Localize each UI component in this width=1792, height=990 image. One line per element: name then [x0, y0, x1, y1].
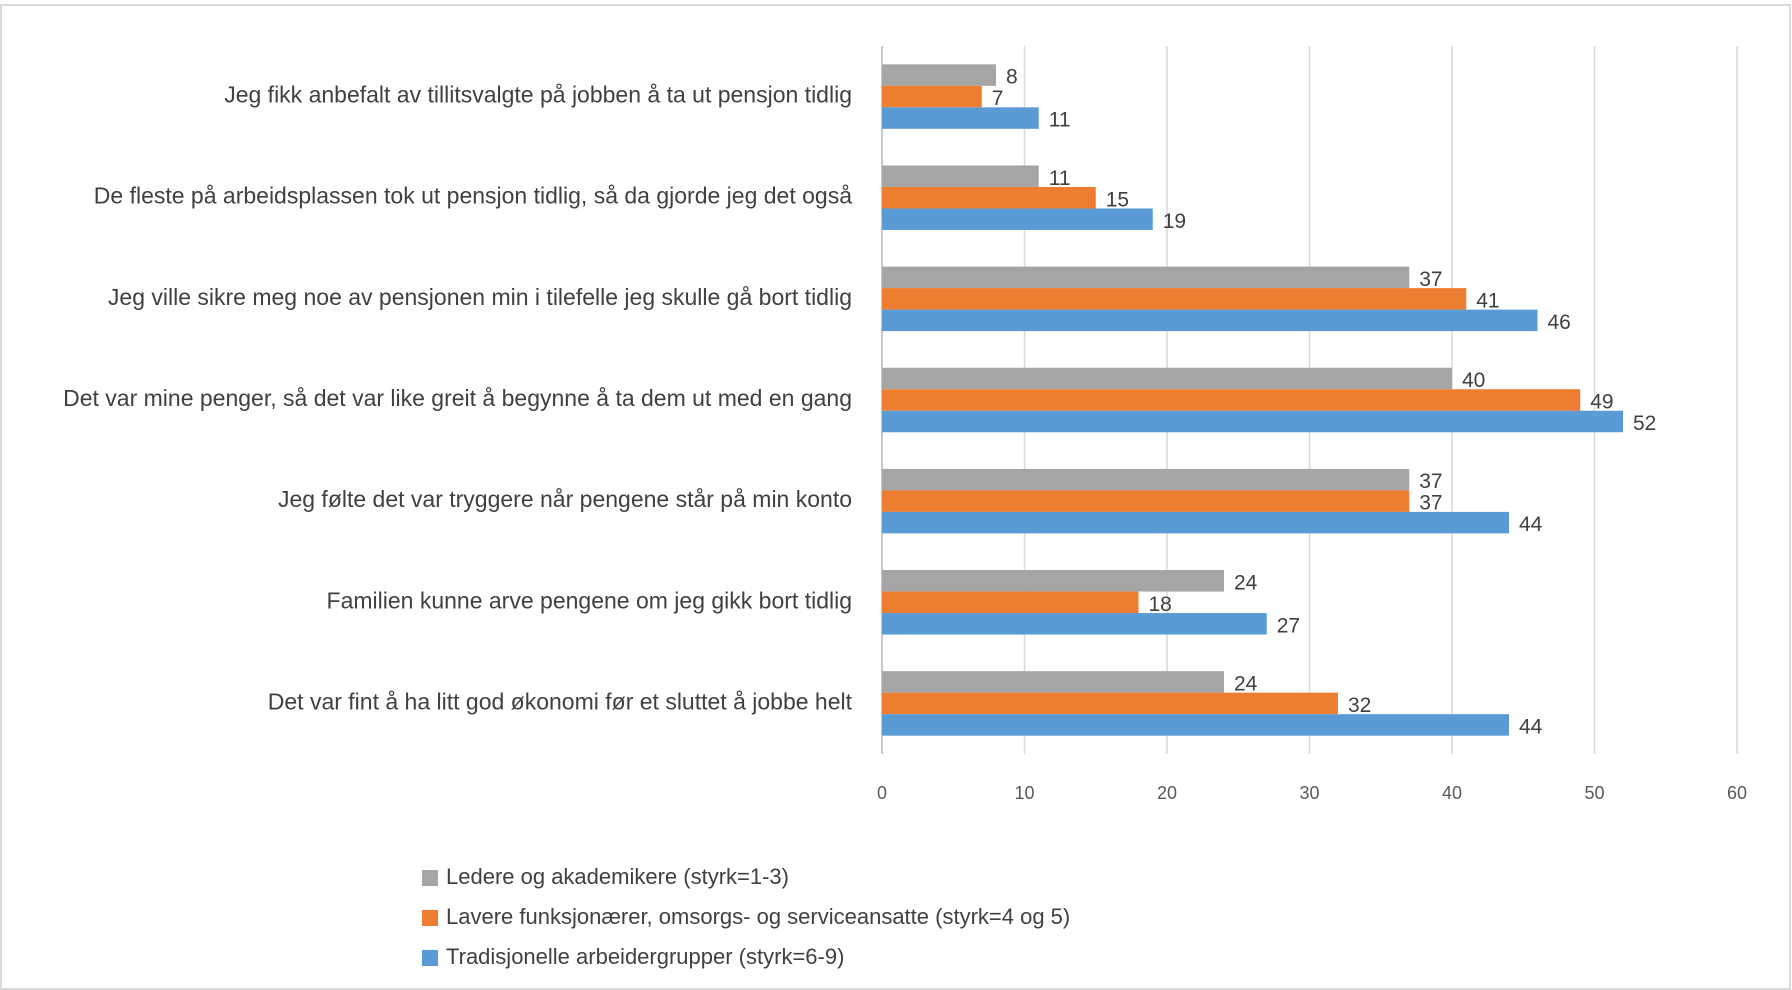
x-tick-label: 30	[1299, 783, 1319, 803]
category-label: Det var fint å ha litt god økonomi før e…	[268, 689, 853, 715]
data-label: 15	[1106, 188, 1129, 211]
bar	[882, 671, 1224, 693]
bar	[882, 85, 982, 108]
category-label: Det var mine penger, så det var like gre…	[63, 385, 852, 411]
data-label: 19	[1163, 210, 1186, 233]
category-label: Jeg følte det var tryggere når pengene s…	[278, 486, 852, 512]
bar	[882, 490, 1410, 512]
bar	[882, 208, 1153, 230]
data-label: 24	[1234, 672, 1258, 695]
bar	[882, 410, 1623, 433]
legend-label: Ledere og akademikere (styrk=1-3)	[446, 864, 789, 889]
x-tick-label: 10	[1014, 783, 1034, 803]
bar	[882, 165, 1039, 187]
data-label: 44	[1519, 715, 1543, 738]
x-tick-label: 50	[1584, 783, 1604, 803]
bar	[882, 613, 1267, 635]
bar	[882, 186, 1096, 209]
bar	[882, 309, 1538, 332]
category-label: Jeg ville sikre meg noe av pensjonen min…	[108, 284, 852, 310]
data-label: 18	[1149, 593, 1172, 616]
legend-swatch	[422, 950, 438, 966]
legend-swatch	[422, 910, 438, 926]
category-label: Jeg fikk anbefalt av tillitsvalgte på jo…	[224, 82, 852, 108]
data-label: 11	[1049, 109, 1071, 132]
bar	[882, 288, 1467, 310]
bar	[882, 511, 1509, 534]
x-tick-label: 20	[1157, 783, 1177, 803]
x-tick-label: 40	[1442, 783, 1462, 803]
bar	[882, 468, 1410, 491]
bar	[882, 570, 1224, 592]
bar	[882, 64, 996, 86]
bar	[882, 367, 1452, 390]
legend-label: Tradisjonelle arbeidergrupper (styrk=6-9…	[446, 944, 844, 969]
data-label: 24	[1234, 571, 1258, 594]
data-label: 37	[1419, 492, 1442, 515]
data-label: 41	[1476, 289, 1499, 312]
legend-label: Lavere funksjonærer, omsorgs- og service…	[446, 904, 1070, 929]
data-label: 40	[1462, 369, 1485, 392]
chart-border	[0, 4, 1791, 990]
data-label: 37	[1419, 268, 1442, 291]
data-label: 46	[1548, 311, 1571, 334]
bar	[882, 107, 1039, 129]
data-label: 11	[1049, 167, 1071, 190]
x-tick-label: 0	[877, 783, 887, 803]
bar	[882, 692, 1338, 715]
legend-swatch	[422, 870, 438, 886]
data-label: 52	[1633, 412, 1656, 435]
bar	[882, 591, 1139, 614]
data-label: 32	[1348, 694, 1371, 717]
data-label: 37	[1419, 470, 1442, 493]
category-label: De fleste på arbeidsplassen tok ut pensj…	[94, 183, 852, 209]
data-label: 27	[1277, 614, 1300, 637]
data-label: 49	[1590, 391, 1613, 414]
data-label: 44	[1519, 513, 1543, 536]
bar	[882, 389, 1581, 411]
category-label: Familien kunne arve pengene om jeg gikk …	[327, 587, 852, 613]
x-tick-label: 60	[1727, 783, 1747, 803]
data-label: 7	[992, 87, 1004, 110]
bar	[882, 714, 1509, 736]
data-label: 8	[1006, 66, 1018, 89]
bar	[882, 266, 1410, 289]
